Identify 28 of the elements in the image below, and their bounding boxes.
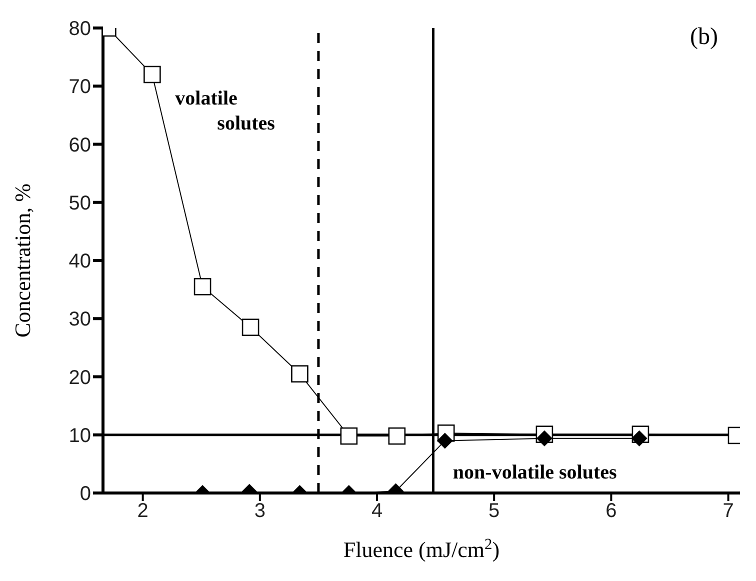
y-tick-label: 70 [68,76,91,98]
series-label: volatile solutes [175,88,276,134]
point [436,432,453,449]
y-tick-label: 10 [68,424,91,447]
x-tick-label: 5 [488,500,500,522]
point [388,427,406,445]
x-tick-label: 6 [606,500,617,522]
y-tick-label: 50 [68,192,91,214]
point [194,278,212,296]
x-tick-label: 2 [137,500,148,522]
y-tick-label: 0 [80,483,91,506]
x-tick-label: 7 [722,500,734,522]
x-tick-label: 3 [254,500,266,522]
y-tick-label: 80 [68,18,91,40]
y-tick-label: 40 [68,250,91,273]
y-axis-title: Concentration, % [10,184,35,338]
y-tick-label: 30 [68,308,91,331]
y-tick-label: 60 [68,134,91,156]
point [340,427,358,445]
annotation: (b) [690,24,718,51]
point [631,430,648,446]
x-tick-label: 4 [371,500,383,522]
series-label: non-volatile solutes [452,462,618,484]
x-axis-title: Fluence (mJ/cm$^{2}$) [343,536,500,562]
point [291,365,308,382]
point [536,430,552,446]
y-tick-label: 20 [68,366,91,389]
point [242,318,260,336]
